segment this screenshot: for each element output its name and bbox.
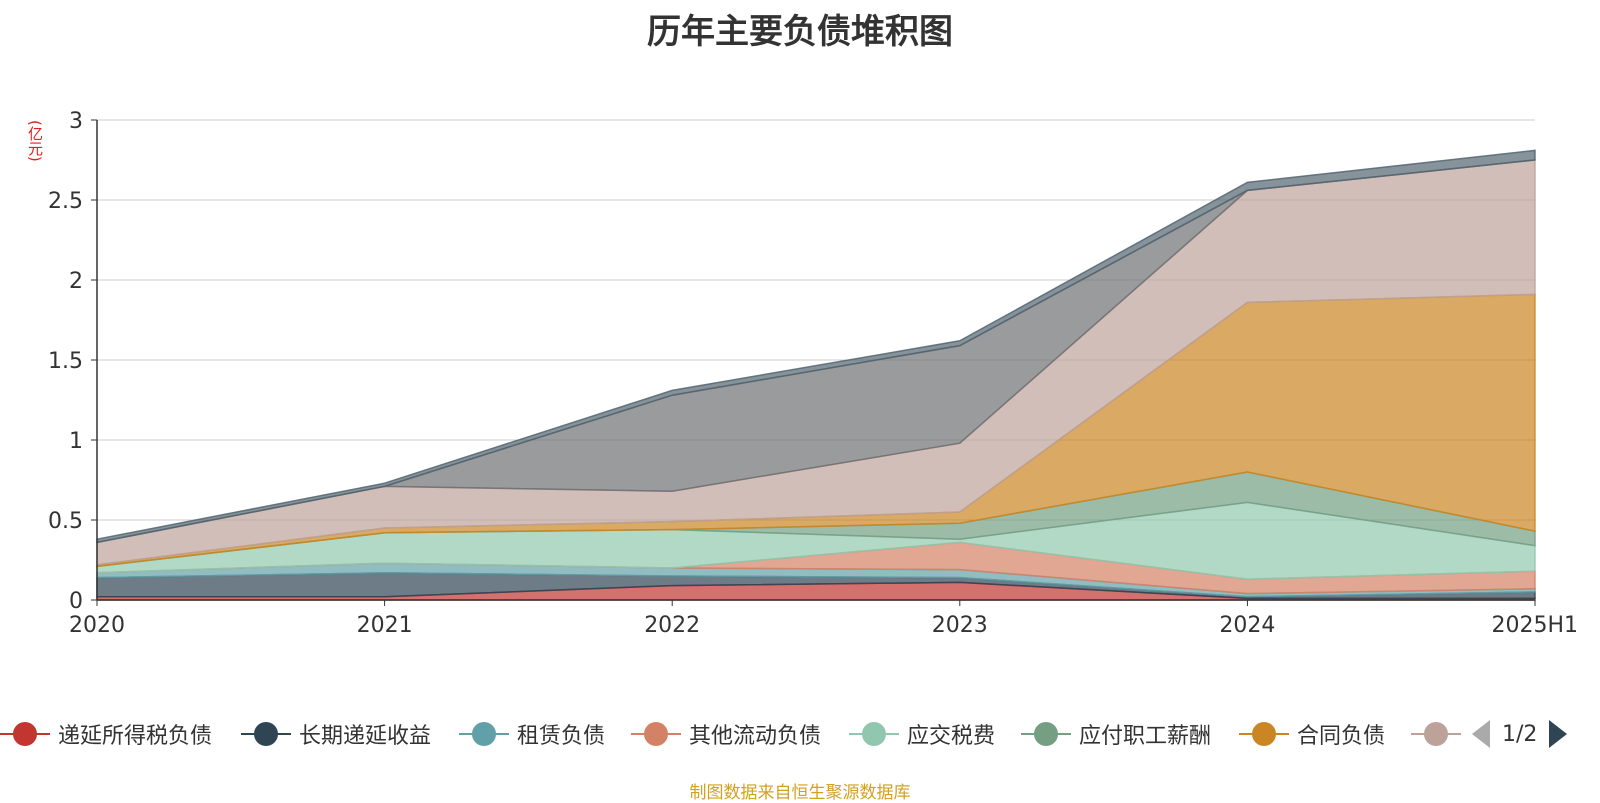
legend-item[interactable]: 其他流动负债 <box>631 712 821 756</box>
legend-page-indicator: 1/2 <box>1502 721 1538 747</box>
legend-item[interactable]: 合同负债 <box>1239 712 1385 756</box>
legend-label: 应交税费 <box>907 724 996 749</box>
legend-item[interactable]: 递延所得税负债 <box>0 712 212 756</box>
x-tick-label: 2023 <box>932 613 988 638</box>
y-tick-label: 2.5 <box>48 189 83 214</box>
y-tick-label: 3 <box>69 109 83 134</box>
legend-label: 递延所得税负债 <box>58 724 213 749</box>
legend-item[interactable]: 应付职工薪酬 <box>1021 712 1211 756</box>
legend-marker-icon <box>1411 719 1461 749</box>
legend-marker-icon <box>849 719 899 749</box>
legend-marker-icon <box>1021 719 1071 749</box>
legend-pager: 1/2 <box>1468 712 1600 756</box>
legend-item[interactable]: 租赁负债 <box>459 712 605 756</box>
x-tick-label: 2021 <box>357 613 413 638</box>
chart-title: 历年主要负债堆积图 <box>647 12 953 52</box>
y-axis-unit-label: (亿元) <box>26 120 44 162</box>
x-tick-label: 2020 <box>69 613 125 638</box>
legend-item[interactable]: 长期递延收益 <box>241 712 431 756</box>
y-tick-label: 0.5 <box>48 509 83 534</box>
legend-label: 长期递延收益 <box>299 724 432 749</box>
chart-plot: 0 0.5 1 1.5 2 2.5 3 2020 2021 2022 2023 2024 2025H1 <box>48 109 1578 638</box>
y-tick-label: 1.5 <box>48 349 83 374</box>
y-tick-label: 1 <box>69 429 83 454</box>
x-tick-label: 2025H1 <box>1491 613 1578 638</box>
legend-next-page-icon[interactable] <box>1549 720 1568 748</box>
x-tick-label: 2024 <box>1219 613 1275 638</box>
legend-label: 应付职工薪酬 <box>1079 724 1212 749</box>
x-tick-label: 2022 <box>644 613 700 638</box>
area-series-9 <box>96 149 1536 544</box>
legend-label: 其他流动负债 <box>689 724 822 749</box>
legend-marker-icon <box>631 719 681 749</box>
legend-item[interactable]: 应交税费 <box>849 712 995 756</box>
y-tick-label: 2 <box>69 269 83 294</box>
legend: 递延所得税负债长期递延收益租赁负债其他流动负债应交税费应付职工薪酬合同负债其他应… <box>0 712 1600 756</box>
legend-marker-icon <box>459 719 509 749</box>
y-tick-label: 0 <box>69 589 83 614</box>
legend-prev-page-icon[interactable] <box>1472 720 1490 748</box>
area-series-group <box>96 149 1536 601</box>
legend-marker-icon <box>1239 719 1289 749</box>
source-note: 制图数据来自恒生聚源数据库 <box>689 783 911 803</box>
axes: 0 0.5 1 1.5 2 2.5 3 2020 2021 2022 2023 2024 2025H1 <box>48 109 1578 638</box>
legend-label: 合同负债 <box>1297 724 1386 749</box>
legend-label: 租赁负债 <box>517 724 606 749</box>
legend-marker-icon <box>0 719 50 749</box>
legend-marker-icon <box>241 719 291 749</box>
